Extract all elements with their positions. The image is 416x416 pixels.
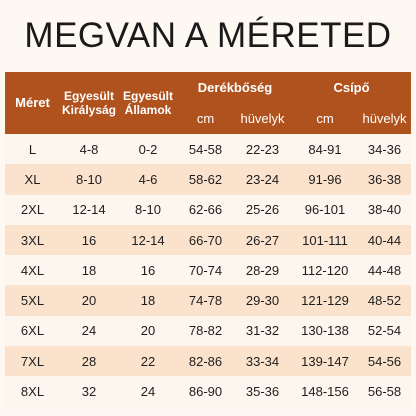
unit-cell: cm <box>178 103 233 134</box>
size-table: Méret Egyesült Királyság Egyesült Államok … <box>5 72 412 407</box>
table-header: Méret Egyesült Királyság Egyesült Államok … <box>5 72 412 134</box>
unit-cell: hüvelyk <box>233 103 293 134</box>
unit-cell: hüvelyk <box>358 103 412 134</box>
table-row: 3XL 16 12-14 66-70 26-27 101-111 40-44 <box>5 224 412 256</box>
size-cell: 8XL <box>5 376 60 407</box>
value-cell: 82-86 <box>178 346 233 377</box>
size-cell: L <box>5 134 60 165</box>
header-cell: Egyesült Királyság <box>60 72 118 134</box>
value-cell: 24 <box>118 376 178 407</box>
header-cell: Méret <box>5 72 60 134</box>
value-cell: 101-111 <box>292 224 359 256</box>
value-cell: 78-82 <box>178 315 233 347</box>
title: MEGVAN A MÉRETED <box>24 16 392 55</box>
value-cell: 22-23 <box>233 134 293 165</box>
table-row: 7XL 28 22 82-86 33-34 139-147 54-56 <box>5 346 412 377</box>
value-cell: 148-156 <box>292 376 359 407</box>
value-cell: 4-6 <box>118 164 178 195</box>
table-row: XL 8-10 4-6 58-62 23-24 91-96 36-38 <box>5 164 412 195</box>
value-cell: 22 <box>118 346 178 377</box>
header-line: Királyság <box>61 103 117 117</box>
value-cell: 112-120 <box>292 255 359 286</box>
value-cell: 91-96 <box>292 164 359 195</box>
value-cell: 35-36 <box>233 376 293 407</box>
value-cell: 28 <box>60 346 118 377</box>
value-cell: 44-48 <box>358 255 412 286</box>
header-cell: Derékbőség <box>178 72 293 103</box>
value-cell: 54-56 <box>358 346 412 377</box>
value-cell: 26-27 <box>233 224 293 256</box>
header-line: Egyesült <box>63 89 114 103</box>
table-row: 6XL 24 20 78-82 31-32 130-138 52-54 <box>5 315 412 347</box>
value-cell: 33-34 <box>233 346 293 377</box>
value-cell: 12-14 <box>60 194 118 225</box>
value-cell: 31-32 <box>233 315 293 347</box>
value-cell: 66-70 <box>178 224 233 256</box>
header-line: Államok <box>124 103 172 117</box>
value-cell: 38-40 <box>358 194 412 225</box>
unit-cell: cm <box>292 103 359 134</box>
header-line: Egyesült <box>122 89 173 103</box>
value-cell: 20 <box>60 285 118 316</box>
value-cell: 20 <box>118 315 178 347</box>
value-cell: 139-147 <box>292 346 359 377</box>
value-cell: 86-90 <box>178 376 233 407</box>
value-cell: 84-91 <box>292 134 359 165</box>
value-cell: 28-29 <box>233 255 293 286</box>
size-cell: 3XL <box>5 224 60 256</box>
value-cell: 32 <box>60 376 118 407</box>
value-cell: 24 <box>60 315 118 347</box>
header-cell: Egyesült Államok <box>118 72 178 134</box>
table-body: L 4-8 0-2 54-58 22-23 84-91 34-36 XL 8-10 4-6 58-6… <box>5 134 412 407</box>
value-cell: 8-10 <box>118 194 178 225</box>
value-cell: 48-52 <box>358 285 412 316</box>
value-cell: 74-78 <box>178 285 233 316</box>
value-cell: 4-8 <box>60 134 118 165</box>
value-cell: 23-24 <box>233 164 293 195</box>
table-row: 4XL 18 16 70-74 28-29 112-120 44-48 <box>5 255 412 286</box>
value-cell: 52-54 <box>358 315 412 347</box>
value-cell: 130-138 <box>292 315 359 347</box>
value-cell: 16 <box>118 255 178 286</box>
value-cell: 62-66 <box>178 194 233 225</box>
size-cell: 6XL <box>5 315 60 347</box>
size-cell: 5XL <box>5 285 60 316</box>
value-cell: 25-26 <box>233 194 293 225</box>
header-row: cm hüvelyk cm hüvelyk <box>5 103 412 134</box>
size-cell: 2XL <box>5 194 60 225</box>
table-row: 2XL 12-14 8-10 62-66 25-26 96-101 38-40 <box>5 194 412 225</box>
header-cell: Csípő <box>292 72 412 103</box>
value-cell: 18 <box>118 285 178 316</box>
table-row: 5XL 20 18 74-78 29-30 121-129 48-52 <box>5 285 412 316</box>
table-row: L 4-8 0-2 54-58 22-23 84-91 34-36 <box>5 134 412 165</box>
size-cell: XL <box>5 164 60 195</box>
value-cell: 70-74 <box>178 255 233 286</box>
value-cell: 8-10 <box>60 164 118 195</box>
value-cell: 54-58 <box>178 134 233 165</box>
value-cell: 36-38 <box>358 164 412 195</box>
size-cell: 7XL <box>5 346 60 377</box>
value-cell: 12-14 <box>118 224 178 256</box>
value-cell: 34-36 <box>358 134 412 165</box>
table-row: 8XL 32 24 86-90 35-36 148-156 56-58 <box>5 376 412 407</box>
value-cell: 56-58 <box>358 376 412 407</box>
value-cell: 29-30 <box>233 285 293 316</box>
size-cell: 4XL <box>5 255 60 286</box>
value-cell: 40-44 <box>358 224 412 256</box>
value-cell: 58-62 <box>178 164 233 195</box>
value-cell: 18 <box>60 255 118 286</box>
value-cell: 121-129 <box>292 285 359 316</box>
value-cell: 96-101 <box>292 194 359 225</box>
value-cell: 16 <box>60 224 118 256</box>
header-row: Méret Egyesült Királyság Egyesült Államok … <box>5 72 412 134</box>
value-cell: 0-2 <box>118 134 178 165</box>
